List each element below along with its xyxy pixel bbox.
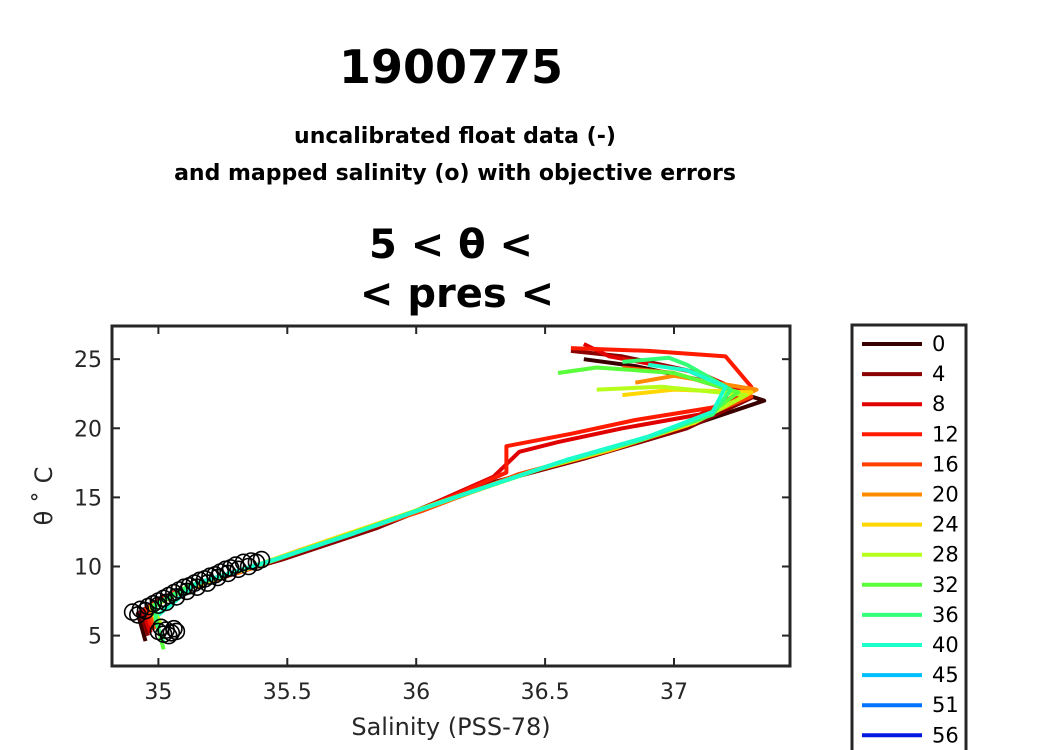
chart-title: 1900775 <box>339 40 563 94</box>
legend-label-51: 51 <box>932 693 959 717</box>
legend-label-40: 40 <box>932 633 959 657</box>
mapped-salinity-point <box>219 564 237 583</box>
range-title-line-1: 5 < θ < <box>369 222 533 268</box>
series-line-40 <box>157 362 728 617</box>
legend-label-36: 36 <box>932 603 959 627</box>
legend: 0 4 8 12 16 20 24 28 32 36 40 45 51 56 <box>850 323 968 750</box>
chart-subtitle-line-2: and mapped salinity (o) with objective e… <box>174 161 736 186</box>
mapped-salinity-point <box>167 622 186 641</box>
x-tick-label: 35.5 <box>263 680 312 705</box>
series-line-32 <box>151 365 741 650</box>
mapped-salinity-point <box>188 578 206 597</box>
x-axis-label: Salinity (PSS-78) <box>351 713 550 741</box>
legend-label-20: 20 <box>932 483 959 507</box>
y-axis-label: θ ˚ C <box>30 467 58 526</box>
legend-items: 0 4 8 12 16 20 24 28 32 36 40 45 51 56 <box>862 332 959 747</box>
legend-label-28: 28 <box>932 543 959 567</box>
series-layer <box>135 342 767 650</box>
legend-box <box>850 323 968 750</box>
legend-label-8: 8 <box>932 392 945 416</box>
legend-label-24: 24 <box>932 513 959 537</box>
legend-label-56: 56 <box>932 723 959 747</box>
series-line-24 <box>148 387 754 627</box>
mapped-salinity-point <box>198 574 217 592</box>
x-tick-label: 37 <box>660 680 688 705</box>
x-tick-label: 36.5 <box>521 680 570 705</box>
mapped-salinity-point <box>167 588 186 606</box>
range-title-line-2: < pres < <box>360 271 554 317</box>
mapped-salinity-point <box>247 553 266 572</box>
legend-label-4: 4 <box>932 362 945 386</box>
y-axis-ticks: 5 10 15 20 25 <box>74 348 790 650</box>
mapped-salinity-point <box>149 596 168 615</box>
plot-area: 35 35.5 36 36.5 37 5 10 15 20 25 <box>74 324 792 705</box>
legend-label-32: 32 <box>932 573 959 597</box>
x-tick-label: 36 <box>402 680 430 705</box>
mapped-salinity-markers <box>123 550 271 645</box>
mapped-salinity-point <box>208 568 227 587</box>
y-tick-label: 15 <box>74 486 102 511</box>
y-tick-label: 5 <box>88 625 102 650</box>
mapped-salinity-point <box>149 622 168 641</box>
y-tick-label: 10 <box>74 555 102 580</box>
y-tick-label: 20 <box>74 417 102 442</box>
plot-frame <box>110 324 792 668</box>
mapped-salinity-point <box>178 582 196 601</box>
legend-label-12: 12 <box>932 422 959 446</box>
series-line-4 <box>138 348 754 637</box>
legend-label-45: 45 <box>932 663 959 687</box>
x-axis-ticks: 35 35.5 36 36.5 37 <box>144 326 688 705</box>
x-tick-label: 35 <box>144 680 172 705</box>
legend-label-0: 0 <box>932 332 945 356</box>
legend-label-16: 16 <box>932 452 959 476</box>
mapped-salinity-point <box>157 593 175 612</box>
chart-subtitle-line-1: uncalibrated float data (-) <box>294 124 616 149</box>
y-tick-label: 25 <box>74 348 102 373</box>
mapped-salinity-point <box>229 560 248 579</box>
